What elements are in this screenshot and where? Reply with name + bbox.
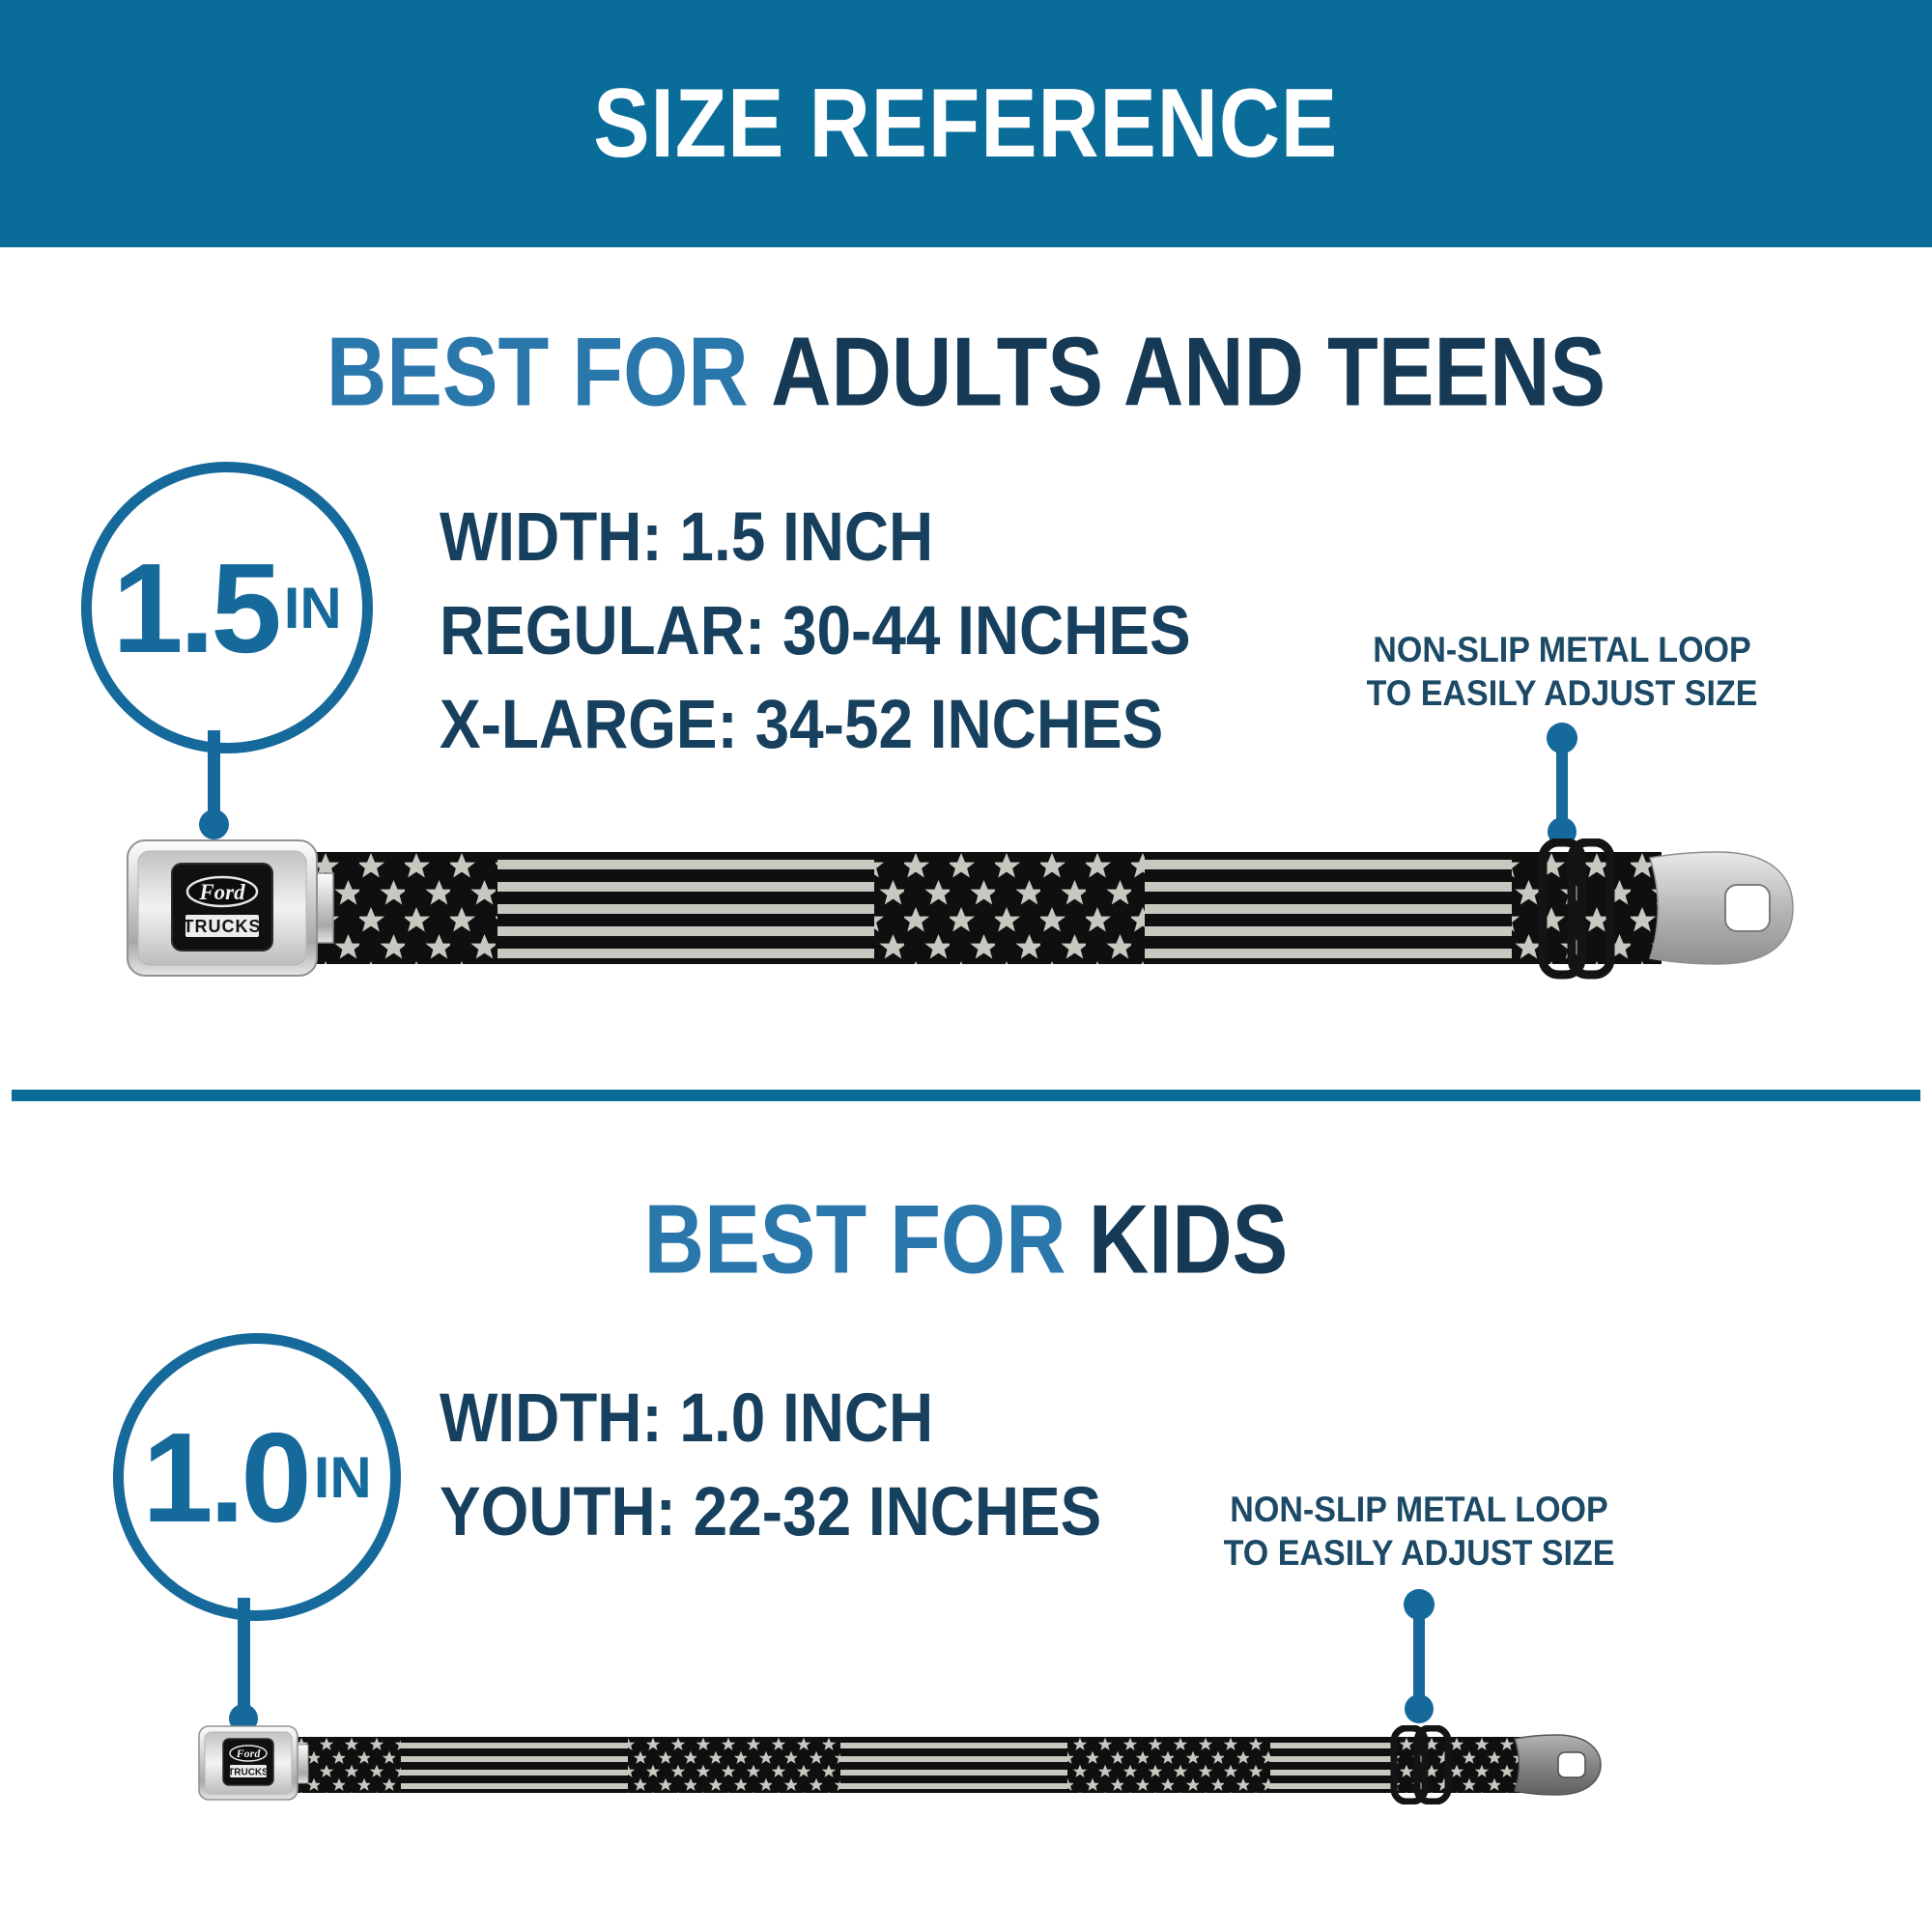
width-badge-kids: 1.0 IN [113, 1333, 401, 1621]
kids-belt-metal-loop [1390, 1725, 1452, 1804]
loop-callout-adults: NON-SLIP METAL LOOP TO EASILY ADJUST SIZ… [1295, 628, 1829, 715]
width-value: 1.5 [112, 536, 281, 679]
width-unit: IN [313, 1444, 372, 1510]
spec-line: X-LARGE: 34-52 INCHES [440, 687, 1164, 763]
spec-line: REGULAR: 30-44 INCHES [440, 593, 1191, 669]
callout-connector-dot-bottom [1405, 1694, 1434, 1723]
spec-line: YOUTH: 22-32 INCHES [440, 1474, 1102, 1550]
kids-belt-buckle: Ford TRUCKS [198, 1725, 309, 1801]
callout-line: TO EASILY ADJUST SIZE [1366, 673, 1758, 713]
adult-belt-buckle: Ford TRUCKS [127, 839, 334, 977]
adult-belt-webbing [314, 852, 1662, 964]
callout-connector-line [1556, 736, 1568, 825]
section-heading-kids: BEST FOR KIDS [97, 1184, 1835, 1296]
adult-belt-image: Ford TRUCKS [127, 838, 1794, 980]
buckle-label-text: TRUCKS [228, 1768, 269, 1778]
kids-belt-webbing [295, 1737, 1521, 1793]
badge-connector-line [238, 1598, 250, 1710]
heading-rest-text: ADULTS AND TEENS [771, 318, 1606, 427]
adult-belt-metal-tip [1649, 851, 1794, 965]
spec-list-adults: WIDTH: 1.5 INCH REGULAR: 30-44 INCHES X-… [440, 491, 1191, 772]
section-heading-adults: BEST FOR ADULTS AND TEENS [97, 317, 1835, 429]
buckle-brand-text: Ford [236, 1747, 262, 1760]
heading-rest-text: KIDS [1088, 1185, 1289, 1294]
heading-accent-text: BEST FOR [326, 318, 749, 427]
callout-connector-line [1413, 1602, 1425, 1704]
page-title: SIZE REFERENCE [593, 69, 1339, 178]
kids-belt-image: Ford TRUCKS [198, 1725, 1602, 1804]
spec-list-kids: WIDTH: 1.0 INCH YOUTH: 22-32 INCHES [440, 1372, 1101, 1559]
loop-callout-kids: NON-SLIP METAL LOOP TO EASILY ADJUST SIZ… [1152, 1488, 1686, 1575]
width-value: 1.0 [142, 1406, 311, 1548]
adult-belt-metal-loop [1538, 838, 1615, 980]
callout-line: NON-SLIP METAL LOOP [1230, 1490, 1608, 1529]
buckle-label-text: TRUCKS [184, 917, 262, 936]
badge-connector-dot [199, 810, 229, 839]
width-badge-adults: 1.5 IN [81, 462, 373, 753]
spec-line: WIDTH: 1.5 INCH [440, 499, 934, 576]
section-divider [12, 1090, 1920, 1101]
badge-connector-line [208, 730, 220, 817]
callout-line: TO EASILY ADJUST SIZE [1223, 1533, 1615, 1573]
banner: SIZE REFERENCE [0, 0, 1932, 247]
kids-belt-metal-tip [1514, 1734, 1602, 1796]
spec-line: WIDTH: 1.0 INCH [440, 1380, 934, 1457]
buckle-brand-text: Ford [198, 880, 245, 904]
heading-accent-text: BEST FOR [643, 1185, 1066, 1294]
width-unit: IN [283, 575, 342, 640]
callout-line: NON-SLIP METAL LOOP [1373, 630, 1751, 669]
